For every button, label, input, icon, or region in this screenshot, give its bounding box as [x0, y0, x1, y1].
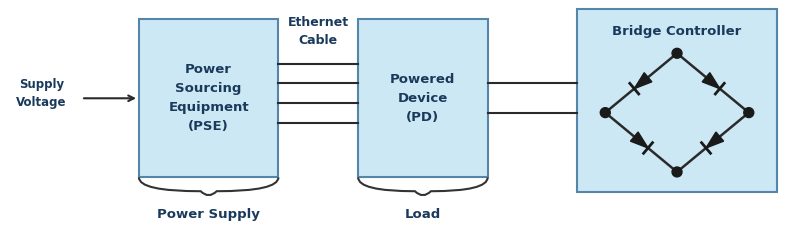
Circle shape — [743, 108, 754, 118]
Bar — [358, 19, 488, 177]
Polygon shape — [702, 73, 720, 89]
Text: Ethernet
Cable: Ethernet Cable — [287, 15, 349, 46]
Bar — [139, 19, 279, 177]
Polygon shape — [706, 132, 724, 148]
Text: Supply
Voltage: Supply Voltage — [16, 78, 67, 109]
Text: Power
Sourcing
Equipment
(PSE): Power Sourcing Equipment (PSE) — [168, 63, 249, 133]
Circle shape — [600, 108, 611, 118]
Text: Bridge Controller: Bridge Controller — [612, 25, 742, 38]
Circle shape — [672, 48, 682, 58]
Bar — [577, 9, 777, 192]
Polygon shape — [634, 73, 652, 89]
Text: Load: Load — [405, 208, 441, 221]
Polygon shape — [630, 132, 648, 148]
Text: Power Supply: Power Supply — [158, 208, 260, 221]
Circle shape — [672, 167, 682, 177]
Text: Powered
Device
(PD): Powered Device (PD) — [390, 73, 455, 124]
